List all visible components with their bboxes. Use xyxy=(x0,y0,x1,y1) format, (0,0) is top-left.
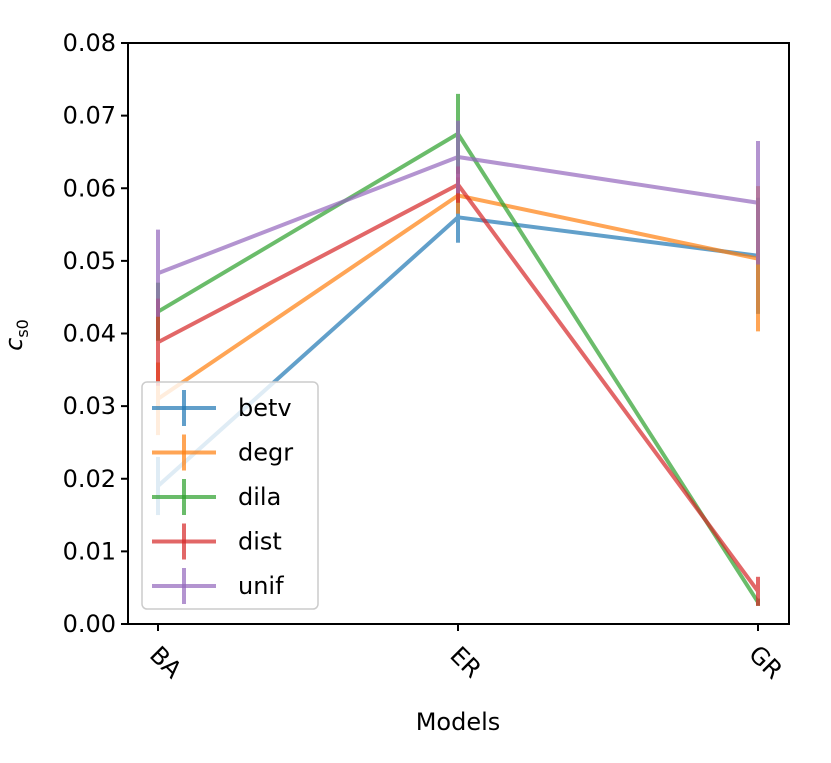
legend-label: dist xyxy=(238,528,282,556)
legend: betv degr dila dist unif xyxy=(141,381,319,610)
legend-label: betv xyxy=(238,394,292,422)
y-tick-label: 0.06 xyxy=(63,174,116,202)
y-axis-label: cs0 xyxy=(0,319,32,351)
y-tick-label: 0.01 xyxy=(63,537,116,565)
x-tick-label: BA xyxy=(144,641,187,684)
legend-item-dila: dila xyxy=(152,479,281,515)
series-unif xyxy=(156,120,760,317)
legend-label: dila xyxy=(238,483,281,511)
y-axis-label-subscript: s0 xyxy=(13,319,32,338)
y-tick-label: 0.07 xyxy=(63,102,116,130)
legend-item-dist: dist xyxy=(152,523,282,560)
legend-item-betv: betv xyxy=(152,390,292,426)
legend-label: unif xyxy=(238,572,284,600)
y-axis: 0.00 0.01 0.02 0.03 0.04 0.05 0.06 0.07 0.08 xyxy=(63,29,128,638)
x-tick-label: GR xyxy=(743,640,788,685)
y-axis-label-main: c xyxy=(0,338,28,351)
x-axis: BA ER GR xyxy=(144,624,788,685)
x-tick-label: ER xyxy=(444,641,486,683)
y-tick-label: 0.02 xyxy=(63,465,116,493)
y-tick-label: 0.08 xyxy=(63,29,116,57)
y-tick-label: 0.00 xyxy=(63,610,116,638)
y-tick-label: 0.05 xyxy=(63,247,116,275)
y-tick-label: 0.04 xyxy=(63,320,116,348)
legend-item-degr: degr xyxy=(152,434,293,471)
y-tick-label: 0.03 xyxy=(63,392,116,420)
legend-label: degr xyxy=(238,439,293,467)
legend-item-unif: unif xyxy=(152,568,284,604)
x-axis-label: Models xyxy=(416,708,501,736)
